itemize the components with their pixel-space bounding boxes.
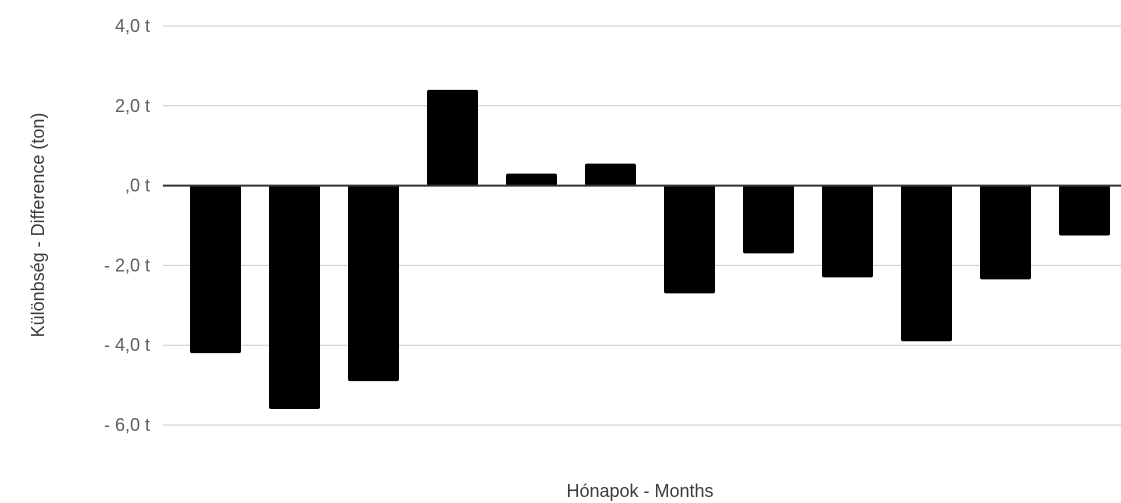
y-tick-label: 4,0 t (115, 16, 150, 36)
bars (190, 89, 1110, 410)
bar (901, 185, 952, 342)
bar (427, 89, 478, 186)
y-tick-label: 2,0 t (115, 96, 150, 116)
grid-lines (163, 25, 1121, 426)
bar (269, 185, 320, 410)
bar (1059, 185, 1110, 236)
bar (506, 173, 557, 186)
y-tick-label: ,0 t (125, 176, 150, 196)
bar (980, 185, 1031, 280)
bar (190, 185, 241, 354)
bar (822, 185, 873, 278)
y-tick-label: - 6,0 t (104, 415, 150, 435)
bar (585, 163, 636, 186)
bar (743, 185, 794, 254)
x-axis-title: Hónapok - Months (566, 481, 713, 501)
y-tick-label: - 4,0 t (104, 335, 150, 355)
bar (664, 185, 715, 294)
bar (348, 185, 399, 382)
y-tick-label: - 2,0 t (104, 255, 150, 275)
y-tick-labels: 4,0 t 2,0 t ,0 t - 2,0 t - 4,0 t - 6,0 t (104, 16, 150, 435)
y-axis-title: Különbség - Difference (ton) (28, 113, 48, 338)
